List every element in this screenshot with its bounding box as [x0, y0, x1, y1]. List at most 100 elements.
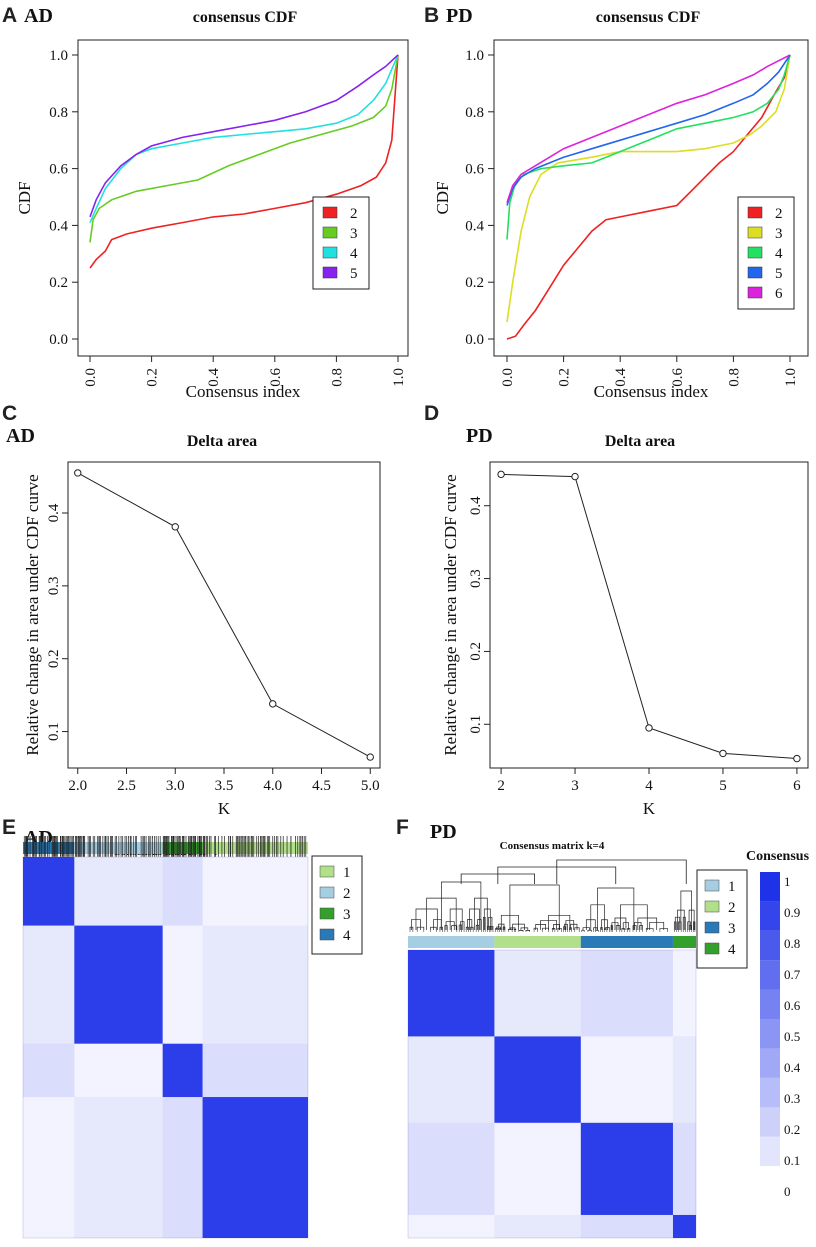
legend-label: 3 [350, 226, 358, 242]
legend-swatch [319, 865, 335, 878]
off-block [408, 1214, 495, 1238]
y-axis-label: CDF [433, 181, 452, 214]
delta-line [501, 473, 797, 759]
dendro-branch [509, 884, 560, 930]
off-block [23, 925, 75, 1044]
cluster-bar-4 [23, 842, 75, 854]
y-tick-label: 0.1 [46, 722, 62, 741]
off-block [162, 857, 203, 926]
cdf-line-k6 [506, 54, 791, 203]
x-tick-label: 4 [645, 778, 653, 794]
y-axis-label: Relative change in area under CDF curve [23, 474, 42, 755]
legend-label: 5 [350, 266, 358, 282]
consensus-heatmap [22, 856, 309, 1239]
chart-title: Consensus matrix k=4 [500, 840, 605, 852]
x-tick-label: 3.5 [215, 778, 234, 794]
colorbar-step [760, 930, 780, 961]
legend-label: 2 [350, 206, 358, 222]
colorbar-step [760, 989, 780, 1019]
x-axis-label: K [218, 799, 231, 818]
colorbar-label: 0.4 [784, 1060, 801, 1075]
off-block [494, 1122, 581, 1215]
panel-letter: C [2, 402, 17, 425]
y-tick-label: 0.2 [46, 649, 62, 668]
cluster-bar-2 [494, 936, 581, 948]
x-tick-label: 0.2 [557, 368, 573, 387]
colorbar-label: 1 [784, 874, 791, 889]
colorbar-label: 0 [784, 1184, 791, 1199]
cluster-bar-4 [672, 936, 696, 948]
legend-box [696, 869, 748, 969]
off-block [494, 950, 581, 1037]
y-tick-label: 0.2 [465, 275, 484, 291]
legend-swatch [704, 921, 720, 934]
x-axis-label: Consensus index [186, 382, 301, 401]
off-block [162, 1097, 203, 1238]
legend-box [737, 196, 795, 310]
data-point-k3 [171, 523, 179, 531]
legend-swatch [747, 286, 763, 299]
cluster-bar-3 [580, 936, 673, 948]
legend-label: 3 [728, 921, 736, 937]
cdf-line-k3 [89, 54, 399, 243]
legend-label: 1 [728, 879, 736, 895]
x-tick-label: 4.5 [312, 778, 331, 794]
off-block [494, 1214, 581, 1238]
legend: 2 3 4 5 6 [737, 196, 795, 310]
dendro-top [556, 859, 687, 884]
off-block [672, 950, 696, 1037]
legend-swatch [322, 226, 338, 239]
x-tick-label: 5.0 [361, 778, 380, 794]
y-tick-label: 0.3 [46, 576, 62, 595]
chart-title: Delta area [605, 433, 675, 450]
y-tick-label: 0.4 [49, 218, 68, 234]
colorbar-step [760, 1077, 780, 1108]
panel-d: D PD Delta area 0.1 0.2 0.3 0.4 2 3 4 5 6 K Relative … [424, 402, 809, 818]
x-axis-label: Consensus index [594, 382, 709, 401]
legend-swatch [319, 928, 335, 941]
cdf-line-k4 [89, 54, 399, 223]
legend-swatch [319, 886, 335, 899]
chart-title: Delta area [187, 433, 257, 450]
colorbar-label: 0.3 [784, 1091, 800, 1106]
y-tick-label: 0.1 [468, 715, 484, 734]
cdf-line-k2 [89, 54, 399, 269]
colorbar-label: 0.6 [784, 998, 801, 1013]
legend-label: 6 [775, 286, 783, 302]
consensus-block-4 [23, 857, 75, 926]
y-tick-label: 0.2 [468, 642, 484, 661]
x-tick-label: 2 [497, 778, 505, 794]
legend-swatch [319, 907, 335, 920]
legend-swatch [322, 266, 338, 279]
x-tick-label: 0.6 [670, 368, 686, 387]
legend-label: 2 [775, 206, 783, 222]
data-point-k4 [269, 700, 277, 708]
data-point-k3 [571, 472, 579, 481]
x-tick-label: 0.6 [268, 368, 284, 387]
plot-frame [493, 39, 809, 357]
x-tick-label: 0.8 [329, 368, 345, 387]
y-tick-label: 0.0 [49, 332, 68, 348]
panel-letter: B [424, 4, 439, 27]
off-block [408, 1036, 495, 1123]
colorbar-title: Consensus [746, 849, 810, 864]
legend-swatch [747, 266, 763, 279]
legend-swatch [704, 879, 720, 892]
y-tick-label: 0.4 [468, 496, 484, 515]
colorbar-label: 0.1 [784, 1153, 800, 1168]
off-block [580, 950, 673, 1037]
consensus-block-3 [162, 1043, 203, 1098]
data-point-k6 [793, 754, 801, 763]
cdf-line-k2 [506, 54, 791, 340]
off-block [23, 1097, 75, 1238]
y-tick-label: 1.0 [49, 48, 68, 64]
colorbar-step [760, 1107, 780, 1137]
y-tick-label: 0.3 [468, 569, 484, 588]
off-block [202, 857, 308, 926]
legend-swatch [322, 206, 338, 219]
plot-frame [489, 461, 809, 769]
cdf-line-k5 [506, 54, 791, 206]
consensus-heatmap [407, 949, 697, 1239]
dendrogram [409, 859, 696, 932]
